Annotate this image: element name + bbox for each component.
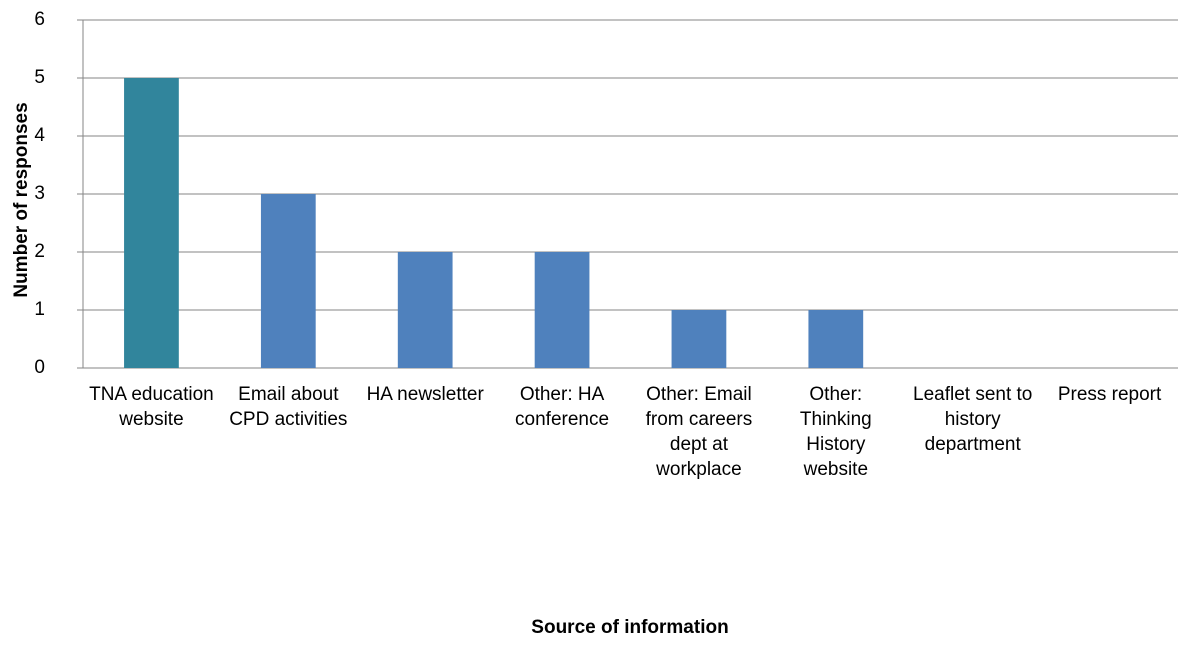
y-tick-label: 6 xyxy=(34,9,45,30)
y-tick-label: 4 xyxy=(34,125,45,146)
y-tick-label: 2 xyxy=(34,241,45,262)
y-tick-label: 5 xyxy=(34,67,45,88)
x-tick-label: Email about CPD activities xyxy=(229,384,348,430)
x-tick-label: HA newsletter xyxy=(366,384,484,405)
bar xyxy=(534,252,590,368)
y-tick-label: 1 xyxy=(34,299,45,320)
bar xyxy=(808,310,864,368)
x-tick-label: Press report xyxy=(1057,384,1162,405)
y-tick-label: 3 xyxy=(34,183,45,204)
bar xyxy=(260,194,316,368)
bar xyxy=(124,78,179,368)
x-axis-title: Source of information xyxy=(531,617,728,638)
y-axis-title: Number of responses xyxy=(11,102,32,297)
bar xyxy=(671,310,727,368)
x-tick-label: Other: Thinking History website xyxy=(799,384,872,480)
x-tick-label: TNA education website xyxy=(89,384,214,430)
x-tick-label: Other: Email from careers dept at workpl… xyxy=(645,384,753,480)
y-tick-label: 0 xyxy=(34,357,45,378)
bar xyxy=(397,252,453,368)
x-tick-label: Leaflet sent to history department xyxy=(913,384,1033,455)
x-tick-label: Other: HA conference xyxy=(515,384,610,430)
